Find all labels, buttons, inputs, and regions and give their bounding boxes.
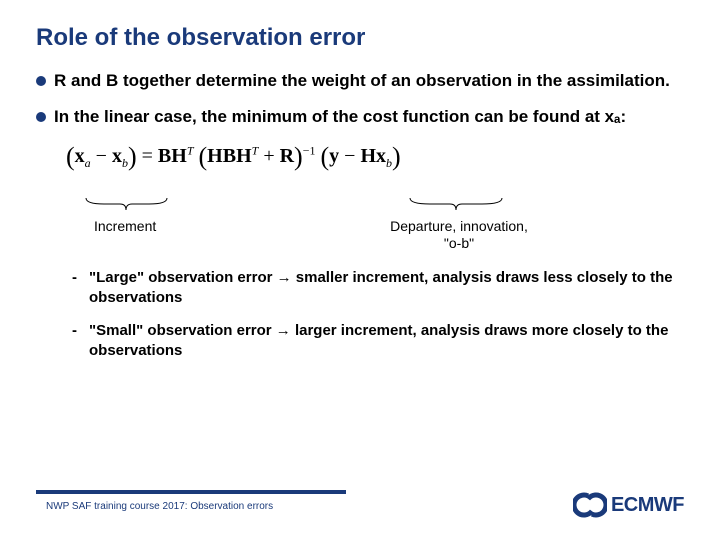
slide-title: Role of the observation error	[36, 24, 684, 52]
brace-departure-icon	[408, 198, 504, 212]
bullet-dot-icon	[36, 112, 46, 122]
brace-row	[66, 198, 684, 218]
bullet-dot-icon	[36, 76, 46, 86]
dash-list: - "Large" observation error → smaller in…	[72, 268, 684, 360]
dash-text: "Small" observation error → larger incre…	[89, 321, 684, 360]
bullet-text: R and B together determine the weight of…	[54, 70, 670, 92]
logo-text: ECMWF	[611, 494, 684, 517]
increment-label: Increment	[94, 218, 156, 235]
footer-text: NWP SAF training course 2017: Observatio…	[46, 501, 273, 512]
dash-text: "Large" observation error → smaller incr…	[89, 268, 684, 307]
equation-labels: Increment Departure, innovation, "o-b"	[66, 218, 684, 258]
ecmwf-logo: ECMWF	[573, 492, 684, 518]
bullet-text: In the linear case, the minimum of the c…	[54, 106, 626, 128]
dash-icon: -	[72, 322, 77, 339]
bullet-item: In the linear case, the minimum of the c…	[36, 106, 684, 128]
departure-label: Departure, innovation, "o-b"	[384, 218, 534, 252]
ecmwf-logo-icon	[573, 492, 607, 518]
brace-increment-icon	[84, 198, 169, 212]
dash-icon: -	[72, 269, 77, 286]
dash-item: - "Small" observation error → larger inc…	[72, 321, 684, 360]
equation: (xa − xb) = BHT (HBHT + R)−1 (y − Hxb)	[66, 142, 684, 192]
dash-item: - "Large" observation error → smaller in…	[72, 268, 684, 307]
bullet-item: R and B together determine the weight of…	[36, 70, 684, 92]
footer-bar	[36, 490, 346, 494]
